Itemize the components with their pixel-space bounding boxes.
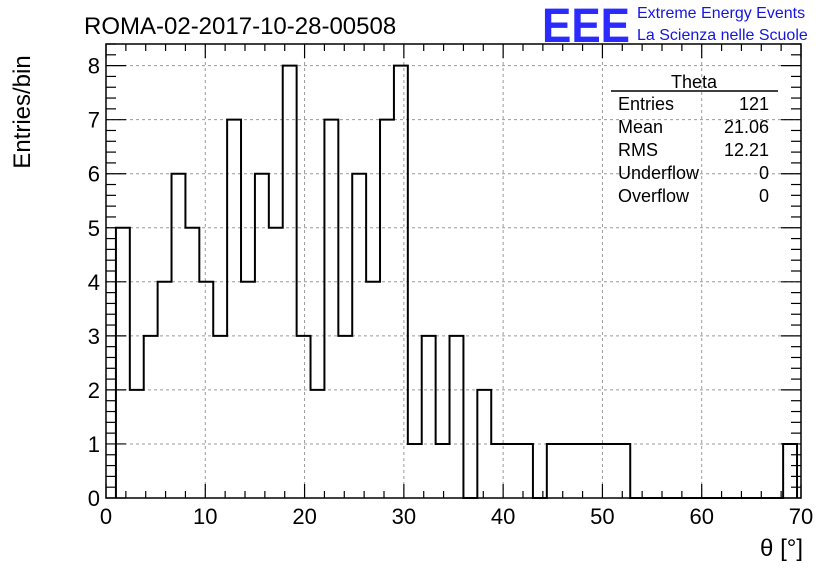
tick-labels: 0 10 20 30 40 50 60 70 0 1 2 3 4 5 6 7 8 [88, 54, 813, 529]
histogram-bin [450, 336, 464, 498]
x-tick-label: 70 [789, 504, 813, 529]
histogram-bin [269, 228, 283, 498]
y-tick-label: 5 [88, 216, 100, 241]
stats-label: Mean [618, 117, 663, 137]
x-tick-label: 0 [100, 504, 112, 529]
axis-ticks [105, 43, 802, 499]
x-tick-label: 50 [590, 504, 614, 529]
histogram-bin [297, 336, 311, 498]
histogram-bin [158, 282, 172, 498]
stats-rows: Entries 121 Mean 21.06 RMS 12.21 Underflow 0 Ove… [618, 94, 769, 206]
histogram-bin [575, 444, 589, 498]
x-tick-label: 60 [689, 504, 713, 529]
histogram-bin [144, 336, 158, 498]
histogram-bin [324, 120, 338, 498]
y-tick-label: 4 [88, 270, 100, 295]
histogram-bin [185, 228, 199, 498]
histogram-bin [338, 336, 352, 498]
logo-mark: EEE [542, 0, 630, 53]
histogram-bin [477, 390, 491, 498]
histogram-bin [436, 444, 450, 498]
histogram-bin [380, 120, 394, 498]
stats-value: 121 [739, 94, 769, 114]
histogram-bin [783, 444, 797, 498]
histogram-bin [352, 174, 366, 498]
logo-line-2: La Scienza nelle Scuole [637, 27, 808, 44]
y-tick-label: 6 [88, 162, 100, 187]
histogram-bin [130, 390, 144, 498]
histogram-bin [116, 228, 130, 498]
logo-line-1: Extreme Energy Events [637, 5, 805, 22]
histogram-bin [561, 444, 575, 498]
eee-logo: EEE Extreme Energy Events La Scienza nel… [542, 0, 808, 53]
stats-label: Overflow [618, 186, 690, 206]
x-tick-label: 10 [193, 504, 217, 529]
x-tick-label: 20 [292, 504, 316, 529]
stats-value: 0 [759, 186, 769, 206]
x-axis-label: θ [°] [760, 535, 803, 562]
stats-title: Theta [671, 72, 718, 92]
stats-box: Theta Entries 121 Mean 21.06 RMS 12.21 Underfl… [611, 72, 778, 206]
histogram-bin [172, 174, 186, 498]
histogram-bin [255, 174, 269, 498]
histogram-bin [199, 282, 213, 498]
grid-lines [106, 44, 801, 498]
histogram-bin [241, 282, 255, 498]
histogram-bin [519, 444, 533, 498]
y-tick-label: 2 [88, 378, 100, 403]
histogram-bin [505, 444, 519, 498]
histogram-bin [602, 444, 616, 498]
y-tick-label: 1 [88, 432, 100, 457]
x-tick-label: 40 [491, 504, 515, 529]
y-tick-label: 7 [88, 108, 100, 133]
histogram-bin [311, 390, 325, 498]
histogram-bin [394, 66, 408, 498]
histogram-bin [283, 66, 297, 498]
histogram-bin [547, 444, 561, 498]
y-axis-label: Entries/bin [9, 55, 36, 168]
histogram-bin [408, 444, 422, 498]
stats-label: Entries [618, 94, 674, 114]
stats-value: 21.06 [724, 117, 769, 137]
histogram-bin [589, 444, 603, 498]
x-tick-label: 30 [392, 504, 416, 529]
y-tick-label: 0 [88, 486, 100, 511]
stats-label: RMS [618, 140, 658, 160]
stats-value: 12.21 [724, 140, 769, 160]
stats-value: 0 [759, 163, 769, 183]
histogram-bin [213, 336, 227, 498]
histogram-bin [227, 120, 241, 498]
y-tick-label: 8 [88, 54, 100, 79]
y-tick-label: 3 [88, 324, 100, 349]
histogram-bin [422, 336, 436, 498]
histogram-bin [366, 282, 380, 498]
stats-label: Underflow [618, 163, 700, 183]
chart-title: ROMA-02-2017-10-28-00508 [84, 13, 396, 40]
histogram-bin [616, 444, 630, 498]
